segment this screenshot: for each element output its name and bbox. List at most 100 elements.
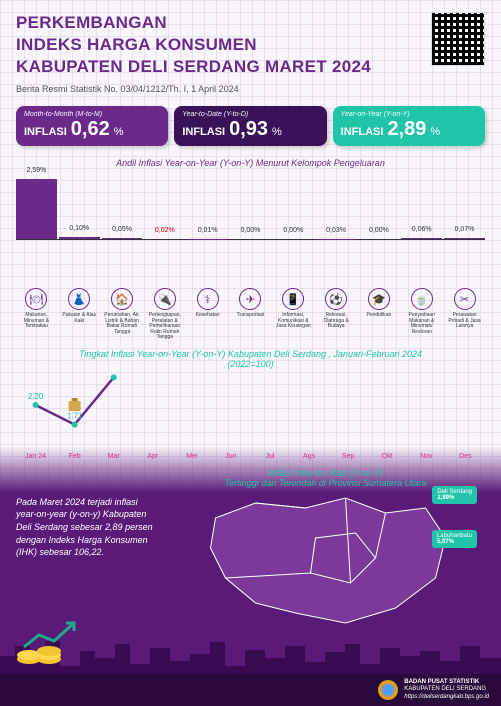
month-label-8: Sep — [329, 453, 368, 460]
month-label-2: Mar — [94, 453, 133, 460]
coins-growth-icon — [14, 617, 84, 672]
linechart-title-text: Tingkat Inflasi Year-on-Year (Y-on-Y) Ka… — [79, 349, 422, 359]
map-svg — [166, 488, 485, 638]
bar-column-1: 0,10% — [59, 237, 100, 239]
category-icon-2: 🏠 Perumahan, Air, Listrik & Bahan Bakar … — [102, 288, 143, 341]
category-icon-9: 🍵 Penyediaan Makanan & Minuman/ Restoran — [401, 288, 442, 341]
stat-value: 2,89 — [387, 118, 426, 141]
category-ring-icon: 👗 — [68, 288, 90, 310]
bar — [102, 238, 143, 239]
stat-card-0: Month-to-Month (M-to-M) INFLASI 0,62 % — [16, 106, 168, 146]
bar-value-label: 0,03% — [326, 227, 346, 234]
bar-value-label: 0,02% — [155, 227, 175, 234]
stat-value: 0,62 — [71, 118, 110, 141]
bar-value-label: 0,10% — [69, 225, 89, 232]
stat-unit: % — [114, 126, 124, 138]
bar-column-9: 0,06% — [401, 238, 442, 239]
category-icon-7: ⚽ Rekreasi, Olahraga & Budaya — [316, 288, 357, 341]
footer-text: BADAN PUSAT STATISTIK KABUPATEN DELI SER… — [404, 679, 489, 701]
stat-card-2: Year-on-Year (Y-on-Y) INFLASI 2,89 % — [333, 106, 485, 146]
stat-unit: % — [272, 126, 282, 138]
month-label-3: Apr — [133, 453, 172, 460]
category-label: Perawatan Pribadi & Jasa Lainnya — [444, 313, 485, 330]
bar-value-label: 0,06% — [412, 226, 432, 233]
line-point-2 — [111, 374, 117, 380]
bar — [16, 179, 57, 239]
footer-sub: KABUPATEN DELI SERDANG — [404, 686, 489, 693]
category-ring-icon: 📱 — [282, 288, 304, 310]
month-label-1: Feb — [55, 453, 94, 460]
bar-value-label: 0,01% — [198, 227, 218, 234]
category-icon-10: ✂ Perawatan Pribadi & Jasa Lainnya — [444, 288, 485, 341]
bar-value-label: 0,00% — [369, 227, 389, 234]
stat-main: INFLASI 2,89 % — [341, 118, 477, 141]
bar-value-label: 0,05% — [112, 226, 132, 233]
category-icon-3: 🔌 Perlengkapan, Peralatan & Pemeliharaan… — [144, 288, 185, 341]
category-ring-icon: ⚽ — [325, 288, 347, 310]
map-title: Inflasi Year-on-Year (Y-on-Y) Tertinggi … — [166, 468, 485, 488]
bar-value-label: 0,07% — [455, 226, 475, 233]
category-icon-0: 🍽 Makanan, Minuman & Tembakau — [16, 288, 57, 341]
map-callout-0: Deli Serdang2,89% — [432, 486, 477, 504]
bar — [401, 238, 442, 239]
stat-label: Month-to-Month (M-to-M) — [24, 111, 160, 118]
barchart: 2,59%0,10%0,05%0,02%0,01%0,00%0,00%0,03%… — [0, 172, 501, 282]
stat-label: Year-to-Date (Y-to-D) — [182, 111, 318, 118]
bar-value-label: 2,59% — [26, 167, 46, 174]
month-label-9: Okt — [368, 453, 407, 460]
bar-column-10: 0,07% — [444, 238, 485, 240]
category-ring-icon: 🏠 — [111, 288, 133, 310]
bar-column-7: 0,03% — [316, 239, 357, 240]
category-icon-8: 🎓 Pendidikan — [359, 288, 400, 341]
linechart-subtitle: (2022=100) — [227, 359, 273, 369]
stat-word: INFLASI — [24, 126, 67, 138]
footer: BADAN PUSAT STATISTIK KABUPATEN DELI SER… — [0, 674, 501, 706]
linechart-title: Tingkat Inflasi Year-on-Year (Y-on-Y) Ka… — [0, 349, 501, 369]
title-line-2: INDEKS HARGA KONSUMEN — [16, 34, 485, 56]
month-label-6: Jul — [250, 453, 289, 460]
month-label-7: Ags — [290, 453, 329, 460]
category-label: Penyediaan Makanan & Minuman/ Restoran — [401, 313, 442, 335]
category-label: Perumahan, Air, Listrik & Bahan Bakar Ru… — [102, 313, 143, 335]
category-label: Kesehatan — [196, 313, 220, 319]
month-label-0: Jan 24 — [16, 453, 55, 460]
category-ring-icon: ⚕ — [197, 288, 219, 310]
qr-code-icon — [431, 12, 485, 66]
category-label: Rekreasi, Olahraga & Budaya — [316, 313, 357, 330]
category-icons-row: 🍽 Makanan, Minuman & Tembakau👗 Pakaian &… — [0, 288, 501, 341]
category-ring-icon: ✂ — [454, 288, 476, 310]
category-ring-icon: ✈ — [239, 288, 261, 310]
line-point-0 — [33, 402, 39, 408]
stat-word: INFLASI — [182, 126, 225, 138]
release-subtitle: Berita Resmi Statistik No. 03/04/1212/Th… — [16, 84, 485, 94]
month-label-5: Jun — [211, 453, 250, 460]
linechart-svg: 2.20 1.71 2.89 — [16, 373, 485, 433]
bar-column-2: 0,05% — [102, 238, 143, 239]
line-point-label-0: 2.20 — [28, 392, 44, 401]
category-label: Pakaian & Alas Kaki — [59, 313, 100, 324]
stat-word: INFLASI — [341, 126, 384, 138]
category-icon-1: 👗 Pakaian & Alas Kaki — [59, 288, 100, 341]
month-label-10: Nov — [407, 453, 446, 460]
category-ring-icon: 🍽 — [25, 288, 47, 310]
map-subtitle: Tertinggi dan Terendah di Provinsi Sumat… — [225, 478, 427, 488]
stat-main: INFLASI 0,62 % — [24, 118, 160, 141]
category-label: Pendidikan — [367, 313, 392, 319]
title-line-3: KABUPATEN DELI SERDANG MARET 2024 — [16, 56, 485, 78]
barchart-title: Andil Inflasi Year-on-Year (Y-on-Y) Menu… — [0, 158, 501, 168]
stat-unit: % — [430, 126, 440, 138]
month-axis: Jan 24FebMarAprMeiJunJulAgsSepOktNovDes — [0, 453, 501, 460]
category-icon-6: 📱 Informasi, Komunikasi & Jasa Keuangan — [273, 288, 314, 341]
category-label: Makanan, Minuman & Tembakau — [16, 313, 57, 330]
title-line-1: PERKEMBANGAN — [16, 12, 485, 34]
barchart-bars: 2,59%0,10%0,05%0,02%0,01%0,00%0,00%0,03%… — [16, 172, 485, 240]
map-area: Inflasi Year-on-Year (Y-on-Y) Tertinggi … — [166, 468, 485, 643]
stat-main: INFLASI 0,93 % — [182, 118, 318, 141]
line-point-1 — [72, 421, 78, 427]
suitcase-icon — [69, 398, 81, 411]
footer-url: https://deliserdangkab.bps.go.id — [404, 694, 489, 701]
bar-value-label: 0,00% — [283, 227, 303, 234]
footer-org: BADAN PUSAT STATISTIK — [404, 679, 489, 686]
bar — [59, 237, 100, 239]
linechart: 2.20 1.71 2.89 — [0, 373, 501, 453]
